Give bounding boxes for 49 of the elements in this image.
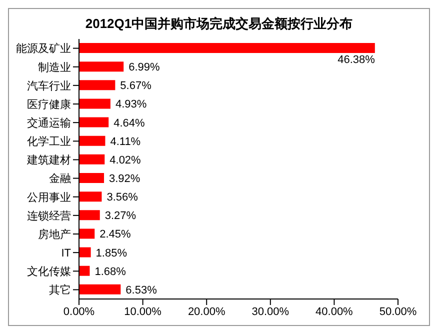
bar bbox=[79, 154, 105, 164]
data-label: 4.93% bbox=[115, 98, 147, 111]
x-tick-label: 50.00% bbox=[379, 306, 417, 318]
y-tick-label: 建筑建材 bbox=[26, 154, 71, 167]
bar bbox=[79, 136, 106, 146]
data-label: 6.53% bbox=[126, 284, 158, 296]
data-label: 2.45% bbox=[100, 228, 132, 241]
y-tick-label: 文化传媒 bbox=[27, 265, 71, 278]
bar bbox=[79, 117, 109, 128]
x-tick-label: 30.00% bbox=[252, 306, 290, 318]
bar bbox=[79, 43, 375, 53]
bar bbox=[79, 247, 91, 258]
y-tick-label: 交通运输 bbox=[27, 116, 71, 130]
data-label: 5.67% bbox=[120, 80, 152, 92]
chart-title: 2012Q1中国并购市场完成交易金额按行业分布 bbox=[84, 15, 354, 33]
data-label: 4.64% bbox=[114, 117, 146, 130]
data-label: 3.56% bbox=[106, 192, 138, 204]
y-tick-label: 能源及矿业 bbox=[16, 42, 71, 56]
y-tick-label: IT bbox=[61, 247, 72, 260]
bar bbox=[79, 266, 90, 276]
y-tick-label: 其它 bbox=[49, 284, 71, 297]
y-tick-label: 汽车行业 bbox=[27, 79, 71, 92]
x-tick-label: 10.00% bbox=[124, 306, 162, 318]
bar bbox=[79, 210, 100, 220]
bar bbox=[79, 192, 102, 202]
data-label: 4.02% bbox=[110, 154, 142, 166]
x-tick-label: 0.00% bbox=[63, 306, 95, 318]
data-label: 3.92% bbox=[109, 173, 140, 185]
data-label: 6.99% bbox=[128, 62, 160, 74]
data-label: 3.27% bbox=[104, 210, 136, 222]
y-tick-label: 化学工业 bbox=[27, 135, 71, 148]
bar bbox=[79, 62, 124, 72]
y-tick-label: 房地产 bbox=[38, 228, 71, 241]
data-label: 46.38% bbox=[338, 54, 376, 66]
y-tick-label: 公用事业 bbox=[27, 190, 71, 204]
y-tick-label: 金融 bbox=[49, 173, 71, 186]
x-tick-label: 40.00% bbox=[316, 306, 354, 318]
bar bbox=[79, 284, 121, 294]
bar bbox=[79, 228, 95, 239]
data-label: 4.11% bbox=[110, 136, 141, 148]
bar bbox=[79, 98, 110, 109]
bar bbox=[79, 173, 104, 183]
data-label: 1.68% bbox=[94, 266, 126, 278]
bar bbox=[79, 80, 116, 90]
data-label: 1.85% bbox=[96, 247, 128, 260]
x-tick-label: 20.00% bbox=[188, 306, 226, 318]
y-tick-label: 连锁经营 bbox=[27, 209, 71, 222]
y-tick-label: 医疗健康 bbox=[27, 98, 71, 111]
y-tick-label: 制造业 bbox=[38, 60, 71, 74]
